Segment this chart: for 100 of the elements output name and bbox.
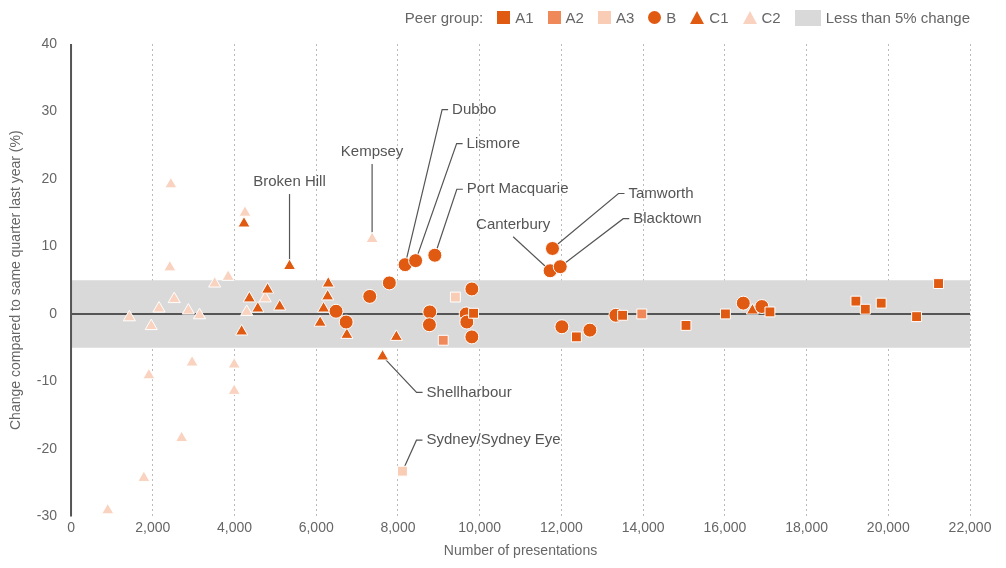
x-axis-title: Number of presentations <box>443 542 598 559</box>
x-tick-label: 12,000 <box>539 518 583 535</box>
point <box>144 318 158 331</box>
x-tick-label: 8,000 <box>380 518 416 535</box>
point <box>582 322 598 338</box>
point <box>185 355 199 367</box>
legend-label: Less than 5% change <box>825 9 970 26</box>
y-tick-label: -30 <box>36 507 58 524</box>
point <box>340 327 354 339</box>
point <box>397 465 408 477</box>
point <box>875 297 887 309</box>
point <box>680 319 692 331</box>
legend-label: A1 <box>515 9 534 26</box>
point <box>235 323 249 336</box>
point <box>381 275 397 291</box>
point <box>240 304 254 316</box>
x-tick-label: 2,000 <box>135 518 171 535</box>
point <box>570 331 582 343</box>
legend-label: B <box>666 9 677 26</box>
point <box>142 367 156 380</box>
point <box>242 290 256 303</box>
point <box>552 259 568 275</box>
point <box>192 307 207 320</box>
y-tick-label: 0 <box>49 304 58 321</box>
annotation: Canterbury <box>476 214 551 232</box>
point <box>251 301 265 313</box>
point <box>421 317 437 333</box>
legend-label: C1 <box>709 9 729 26</box>
y-tick-label: 30 <box>41 102 58 119</box>
annotation: Port Macquarie <box>466 179 569 197</box>
y-tick-label: 10 <box>41 237 58 254</box>
legend-title: Peer group: <box>404 9 484 26</box>
point <box>933 278 944 290</box>
point <box>719 308 731 320</box>
point <box>321 288 335 301</box>
annotation: Dubbo <box>452 99 497 117</box>
legend-label: A3 <box>615 9 635 26</box>
x-tick-label: 18,000 <box>785 518 829 535</box>
x-tick-label: 14,000 <box>621 518 665 535</box>
annotation: Lismore <box>466 133 520 151</box>
annotation: Kempsey <box>340 142 404 160</box>
x-tick-label: 16,000 <box>703 518 747 535</box>
point <box>208 276 222 288</box>
legend-label: C2 <box>761 9 781 26</box>
point <box>238 205 252 217</box>
y-axis-title: Change compared to same quarter last year (%) <box>7 130 24 430</box>
annotation: Blacktown <box>633 208 702 226</box>
point <box>321 276 335 288</box>
point <box>468 307 480 319</box>
annotation: Broken Hill <box>253 172 326 190</box>
x-tick-label: 4,000 <box>216 518 253 535</box>
point <box>427 247 443 263</box>
point <box>735 295 751 311</box>
annotation: Shellharbour <box>426 382 512 400</box>
point <box>167 291 181 304</box>
y-tick-label: -10 <box>36 372 58 389</box>
point <box>764 306 776 318</box>
point <box>137 470 151 482</box>
point <box>227 383 241 395</box>
x-tick-label: 6,000 <box>298 518 334 535</box>
point <box>261 282 275 294</box>
x-tick-label: 22,000 <box>948 518 992 535</box>
point <box>911 311 923 323</box>
point <box>237 216 251 228</box>
point <box>859 303 871 315</box>
point <box>227 357 241 369</box>
point <box>175 430 189 443</box>
point <box>313 315 327 327</box>
legend-label: A2 <box>565 9 584 26</box>
y-tick-label: -20 <box>36 439 58 456</box>
point <box>365 231 379 244</box>
point <box>282 258 297 271</box>
point <box>437 334 449 346</box>
point <box>317 301 331 313</box>
annotation: Sydney/Sydney Eye <box>426 430 561 448</box>
point <box>338 314 354 330</box>
point <box>376 348 390 361</box>
point <box>636 308 648 320</box>
point <box>163 259 177 272</box>
x-tick-label: 0 <box>67 518 76 535</box>
point <box>850 295 862 307</box>
point <box>122 309 136 322</box>
point <box>422 304 438 320</box>
point <box>449 291 461 303</box>
y-tick-label: 20 <box>41 169 58 186</box>
point <box>617 309 629 321</box>
point <box>164 176 178 189</box>
point <box>328 303 344 319</box>
point <box>362 288 378 304</box>
point <box>464 281 480 297</box>
annotation: Tamworth <box>628 183 694 201</box>
point <box>464 329 480 345</box>
y-tick-label: 40 <box>41 34 58 51</box>
point <box>408 253 424 269</box>
point <box>181 303 195 315</box>
point <box>221 269 235 281</box>
point <box>554 319 570 335</box>
point <box>273 299 287 311</box>
x-tick-label: 20,000 <box>866 518 910 535</box>
point <box>152 301 166 313</box>
